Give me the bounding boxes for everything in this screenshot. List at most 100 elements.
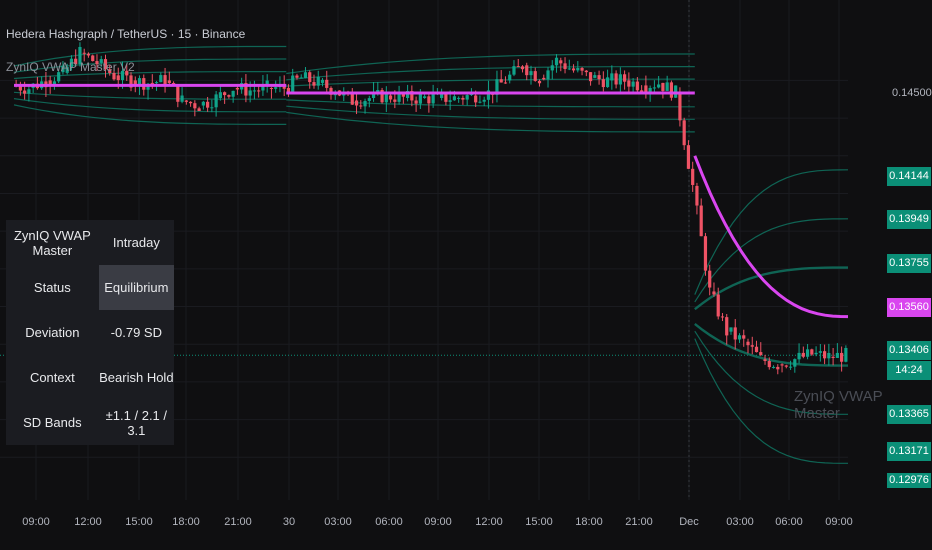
candle-down	[257, 90, 261, 92]
candle-up	[78, 46, 82, 65]
candle-down	[661, 82, 665, 91]
candle-down	[410, 91, 414, 101]
candle-down	[563, 63, 567, 70]
candle-down	[703, 236, 708, 271]
table-label: SD Bands	[23, 415, 82, 430]
candle-down	[597, 75, 601, 80]
candle-up	[593, 75, 597, 78]
candle-up	[844, 347, 848, 362]
table-row: SD Bands ±1.1 / 2.1 / 3.1	[6, 400, 174, 445]
table-row: ZynIQ VWAP Master Intraday	[6, 220, 174, 265]
candle-up	[805, 349, 810, 357]
candle-down	[444, 92, 448, 102]
indicator-watermark: ZynIQ VWAP Master	[794, 388, 883, 422]
vwap-band-line	[13, 98, 287, 113]
candle-up	[405, 91, 410, 98]
countdown-tag: 14:24	[887, 361, 931, 380]
candle-up	[814, 352, 818, 355]
candle-down	[427, 96, 431, 104]
time-axis-label: 09:00	[22, 516, 50, 528]
candle-up	[610, 73, 614, 81]
candle-down	[780, 364, 784, 366]
candle-down	[682, 120, 686, 146]
candle-down	[571, 68, 576, 71]
candle-up	[218, 92, 222, 98]
candle-up	[316, 76, 320, 86]
candle-up	[291, 75, 295, 93]
table-value: Intraday	[112, 235, 160, 250]
time-axis-label: Dec	[679, 516, 699, 528]
candle-up	[61, 65, 65, 73]
candle-down	[533, 71, 537, 81]
candle-up	[431, 94, 435, 104]
candle-up	[52, 81, 57, 85]
candle-down	[167, 80, 171, 84]
candle-down	[840, 352, 844, 362]
candle-up	[554, 57, 559, 66]
candle-up	[320, 79, 325, 83]
price-tag-band: 0.13755	[887, 254, 931, 273]
candle-down	[525, 65, 529, 76]
price-tag-last: 0.13406	[887, 341, 931, 360]
candle-up	[274, 87, 278, 89]
candle-down	[708, 270, 712, 288]
candle-down	[691, 168, 695, 185]
candle-down	[831, 356, 835, 358]
time-axis-label: 03:00	[726, 516, 754, 528]
candle-up	[201, 101, 205, 106]
candle-up	[657, 84, 661, 88]
candle-up	[371, 91, 376, 98]
candle-down	[295, 75, 299, 78]
candle-up	[265, 80, 269, 85]
vwap-band-line	[13, 45, 287, 67]
candle-down	[308, 72, 312, 83]
vwap-line	[14, 83, 849, 319]
time-axis-label: 21:00	[625, 516, 653, 528]
candle-up	[567, 68, 571, 70]
candle-down	[627, 80, 631, 87]
candle-up	[137, 78, 142, 86]
indicator-label[interactable]: ZynIQ VWAP Master V2	[6, 60, 135, 74]
candle-down	[644, 85, 648, 93]
candle-up	[65, 67, 69, 73]
candle-down	[359, 105, 363, 107]
candle-up	[652, 87, 656, 89]
candle-up	[231, 90, 235, 97]
price-tag-band: 0.12976	[887, 473, 931, 488]
vwap-band-line	[694, 266, 848, 311]
candle-down	[329, 87, 333, 95]
candle-up	[729, 327, 733, 332]
price-axis-label: 0.14500	[892, 87, 932, 99]
candle-down	[401, 92, 405, 97]
table-label: Status	[33, 280, 71, 295]
candle-down	[18, 86, 22, 91]
vwap-band-line	[286, 99, 695, 108]
time-axis-label: 06:00	[775, 516, 803, 528]
candle-up	[512, 66, 516, 75]
candle-down	[23, 90, 27, 94]
candle-down	[542, 77, 546, 80]
time-axis-label: 09:00	[825, 516, 853, 528]
candle-down	[116, 75, 120, 81]
candle-down	[716, 294, 720, 317]
candle-down	[746, 341, 750, 346]
price-tag-band: 0.13171	[887, 442, 931, 461]
candle-down	[74, 58, 78, 65]
table-row: Context Bearish Hold	[6, 355, 174, 400]
symbol-title[interactable]: Hedera Hashgraph / TetherUS · 15 · Binan…	[6, 27, 246, 41]
candle-up	[486, 90, 491, 100]
deviation-value: -0.79 SD	[110, 325, 162, 340]
candle-down	[801, 352, 805, 357]
candle-up	[363, 100, 367, 107]
price-tag-band: 0.13949	[887, 210, 931, 229]
candle-down	[325, 79, 329, 88]
candle-down	[725, 317, 729, 336]
candle-down	[206, 101, 210, 108]
candle-down	[197, 108, 201, 112]
time-axis-label: 18:00	[172, 516, 200, 528]
candle-down	[754, 346, 759, 353]
candle-down	[742, 335, 746, 339]
vwap-band-line	[694, 169, 849, 295]
candle-down	[350, 91, 354, 105]
